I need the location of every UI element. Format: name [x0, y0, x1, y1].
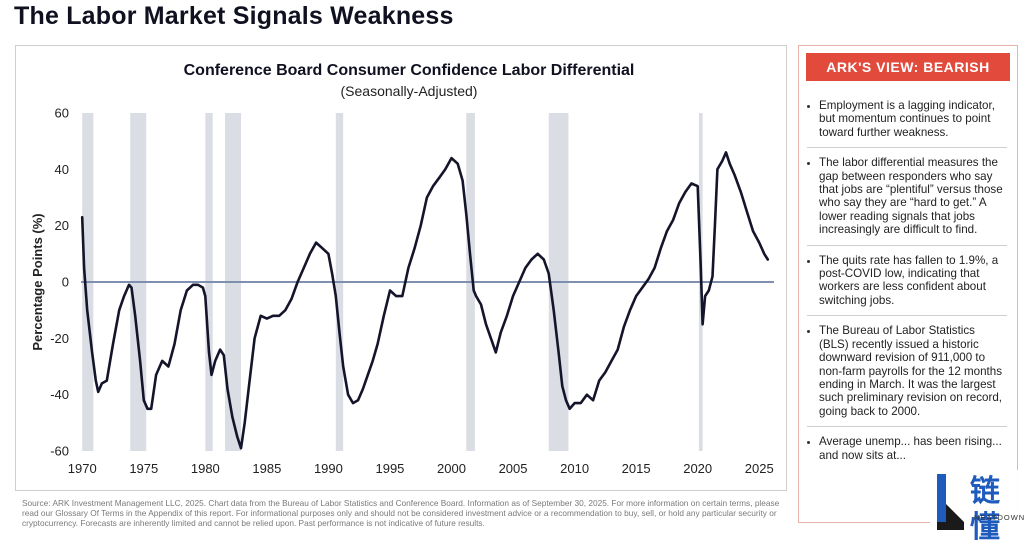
- bullet-icon: [807, 330, 810, 334]
- y-tick-label: 60: [55, 106, 69, 121]
- bullet-icon: [807, 105, 810, 108]
- y-tick-label: -40: [50, 387, 69, 402]
- y-tick-label: 20: [55, 218, 69, 233]
- x-tick-label: 1985: [252, 461, 281, 476]
- view-item-text: The labor differential measures the gap …: [819, 156, 1003, 237]
- series-line: [80, 151, 770, 450]
- watermark-text: 链懂: [970, 474, 1000, 545]
- bullet-icon: [807, 441, 810, 445]
- x-tick-label: 1975: [129, 461, 158, 476]
- watermark-domain: NEATDOWN.COM: [974, 513, 1024, 522]
- x-tick-label: 2010: [560, 461, 589, 476]
- chart-frame: Conference Board Consumer Confidence Lab…: [15, 45, 787, 491]
- x-tick-label: 1980: [191, 461, 220, 476]
- chart-subtitle: (Seasonally-Adjusted): [341, 83, 478, 99]
- y-tick-label: -60: [50, 444, 69, 459]
- x-tick-label: 1995: [375, 461, 404, 476]
- view-item-text: Average unemp... has been rising... and …: [819, 435, 1002, 462]
- x-tick-label: 1990: [314, 461, 343, 476]
- series-line-layer: [80, 151, 770, 450]
- axes: 60 40 20 0 -20 -40 -60 1970 1975 1980 1985 1990 1995…: [50, 106, 774, 476]
- x-tick-label: 2025: [745, 461, 774, 476]
- y-axis-label: Percentage Points (%): [30, 213, 45, 350]
- view-item: Employment is a lagging indicator, but m…: [807, 99, 1007, 149]
- view-header: ARK'S VIEW: BEARISH: [806, 53, 1010, 81]
- x-tick-label: 2020: [683, 461, 712, 476]
- view-item-text: Employment is a lagging indicator, but m…: [819, 99, 995, 139]
- view-item: Average unemp... has been rising... and …: [807, 435, 1007, 470]
- page-title: The Labor Market Signals Weakness: [14, 2, 454, 30]
- view-item-text: The quits rate has fallen to 1.9%, a pos…: [819, 253, 999, 307]
- view-item: The quits rate has fallen to 1.9%, a pos…: [807, 254, 1007, 317]
- y-tick-label: -20: [50, 331, 69, 346]
- y-tick-label: 40: [55, 162, 69, 177]
- y-tick-label: 0: [62, 275, 69, 290]
- view-item-text: The Bureau of Labor Statistics (BLS) rec…: [819, 324, 1003, 418]
- x-tick-label: 2015: [622, 461, 651, 476]
- line-chart: Conference Board Consumer Confidence Lab…: [30, 62, 774, 476]
- view-item: The Bureau of Labor Statistics (BLS) rec…: [807, 324, 1007, 428]
- watermark-logo-icon: [937, 474, 964, 530]
- view-list: Employment is a lagging indicator, but m…: [799, 99, 1017, 470]
- watermark: 链懂 NEATDOWN.COM: [930, 470, 1024, 545]
- source-note: Source: ARK Investment Management LLC, 2…: [22, 498, 780, 528]
- x-tick-label: 2005: [499, 461, 528, 476]
- x-tick-label: 1970: [68, 461, 97, 476]
- chart-title: Conference Board Consumer Confidence Lab…: [184, 62, 635, 79]
- view-item: The labor differential measures the gap …: [807, 156, 1007, 246]
- bullet-icon: [807, 259, 810, 263]
- view-panel: ARK'S VIEW: BEARISH Employment is a lagg…: [798, 45, 1018, 523]
- x-tick-label: 2000: [437, 461, 466, 476]
- bullet-icon: [807, 162, 810, 166]
